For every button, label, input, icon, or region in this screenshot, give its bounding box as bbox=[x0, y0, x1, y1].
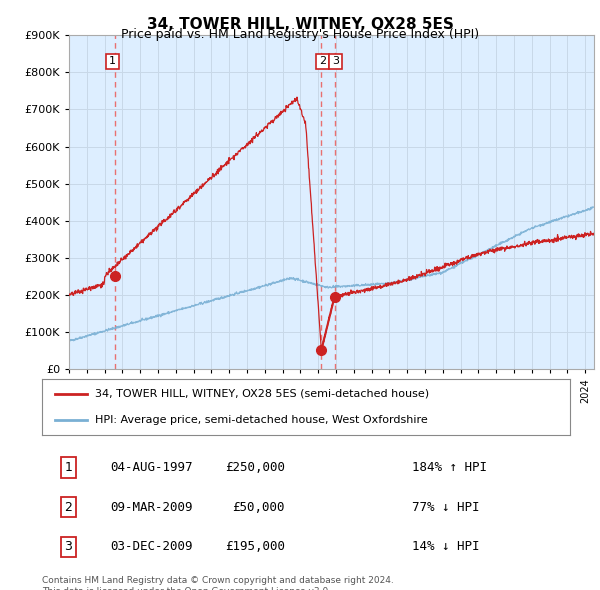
Text: £195,000: £195,000 bbox=[225, 540, 285, 553]
Text: 2: 2 bbox=[319, 56, 326, 66]
Text: Contains HM Land Registry data © Crown copyright and database right 2024.
This d: Contains HM Land Registry data © Crown c… bbox=[42, 576, 394, 590]
Text: £50,000: £50,000 bbox=[232, 500, 285, 514]
Text: 3: 3 bbox=[332, 56, 339, 66]
Text: 34, TOWER HILL, WITNEY, OX28 5ES: 34, TOWER HILL, WITNEY, OX28 5ES bbox=[146, 17, 454, 31]
Text: HPI: Average price, semi-detached house, West Oxfordshire: HPI: Average price, semi-detached house,… bbox=[95, 415, 428, 425]
Text: 09-MAR-2009: 09-MAR-2009 bbox=[110, 500, 193, 514]
Text: Price paid vs. HM Land Registry's House Price Index (HPI): Price paid vs. HM Land Registry's House … bbox=[121, 28, 479, 41]
Text: 1: 1 bbox=[64, 461, 73, 474]
Text: 03-DEC-2009: 03-DEC-2009 bbox=[110, 540, 193, 553]
Text: 1: 1 bbox=[109, 56, 116, 66]
Text: 2: 2 bbox=[64, 500, 73, 514]
Text: 77% ↓ HPI: 77% ↓ HPI bbox=[412, 500, 479, 514]
Text: £250,000: £250,000 bbox=[225, 461, 285, 474]
Text: 14% ↓ HPI: 14% ↓ HPI bbox=[412, 540, 479, 553]
Text: 34, TOWER HILL, WITNEY, OX28 5ES (semi-detached house): 34, TOWER HILL, WITNEY, OX28 5ES (semi-d… bbox=[95, 389, 429, 399]
Text: 04-AUG-1997: 04-AUG-1997 bbox=[110, 461, 193, 474]
Text: 184% ↑ HPI: 184% ↑ HPI bbox=[412, 461, 487, 474]
Text: 3: 3 bbox=[64, 540, 73, 553]
